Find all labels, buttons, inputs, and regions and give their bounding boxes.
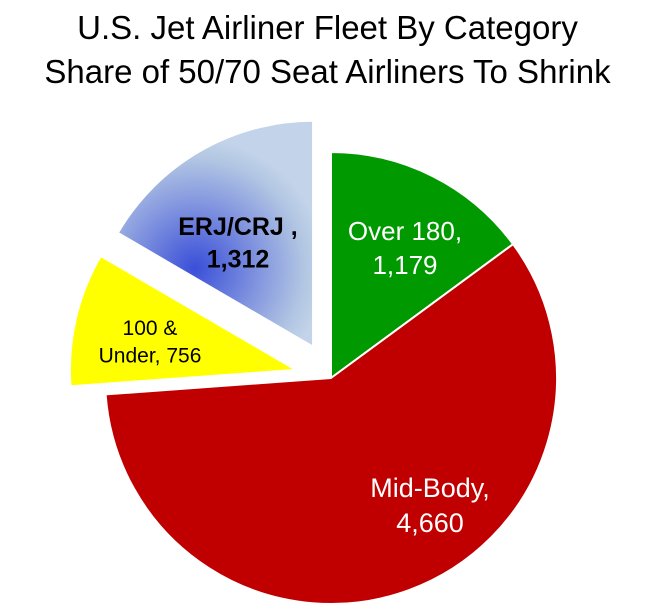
- slice-label: 100 & Under, 756: [99, 317, 202, 367]
- slice-label: Over 180, 1,179: [348, 216, 462, 280]
- chart-subtitle: Share of 50/70 Seat Airliners To Shrink: [44, 53, 611, 90]
- pie-slice-over-180: [330, 150, 515, 380]
- slice-label: Mid-Body, 4,660: [370, 473, 490, 538]
- pie-slice-erj-crj: [116, 119, 315, 349]
- pie-slice-mid-body: [104, 242, 558, 605]
- chart-title: U.S. Jet Airliner Fleet By Category: [77, 9, 578, 46]
- pie-slice-100-under: [68, 254, 300, 388]
- slice-label: ERJ/CRJ , 1,312: [178, 213, 297, 274]
